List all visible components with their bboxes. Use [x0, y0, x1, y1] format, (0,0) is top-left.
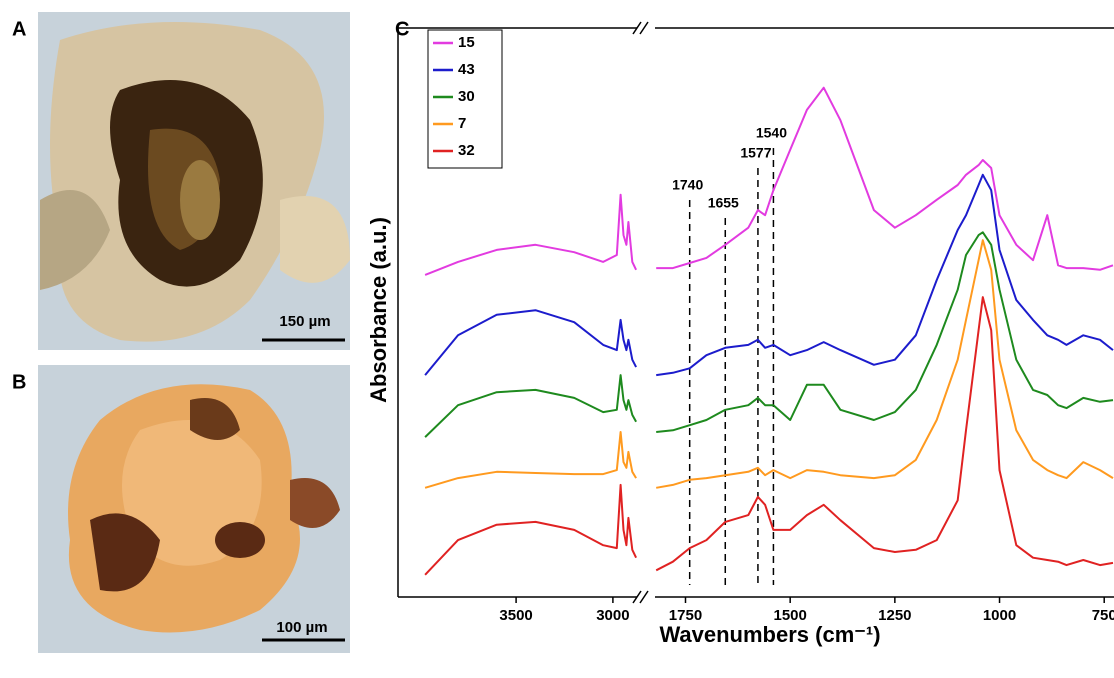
spectrum-line — [425, 297, 1113, 575]
spectrum-line — [425, 240, 1113, 488]
legend-label: 15 — [458, 34, 475, 51]
micrograph-b — [38, 365, 350, 653]
x-tick-label: 1500 — [773, 607, 806, 624]
spectrum-line — [425, 88, 1113, 275]
x-tick-label: 3000 — [596, 607, 629, 624]
reference-label: 1655 — [708, 195, 739, 211]
plot-frame — [398, 22, 1114, 603]
x-tick-label: 1250 — [878, 607, 911, 624]
legend-label: 32 — [458, 142, 475, 159]
scale-bar-label: 150 µm — [279, 313, 330, 330]
legend-label: 43 — [458, 61, 475, 78]
y-axis-title: Absorbance (a.u.) — [366, 217, 391, 403]
panel-label: B — [12, 371, 26, 393]
micrograph-a — [38, 12, 350, 350]
x-tick-label: 750 — [1092, 607, 1114, 624]
legend-label: 7 — [458, 115, 466, 132]
reference-label: 1740 — [672, 177, 703, 193]
panel-label: C — [395, 18, 409, 40]
x-tick-label: 1750 — [669, 607, 702, 624]
x-tick-label: 3500 — [499, 607, 532, 624]
x-tick-label: 1000 — [983, 607, 1016, 624]
legend-label: 30 — [458, 88, 475, 105]
reference-label: 1540 — [756, 125, 787, 141]
panel-label: A — [12, 18, 26, 40]
reference-label: 1577 — [740, 145, 771, 161]
x-axis-title: Wavenumbers (cm⁻¹) — [659, 622, 880, 647]
scale-bar-label: 100 µm — [276, 619, 327, 636]
figure: A B 150 µm 100 µm C Wavenumbers (cm⁻¹) A… — [0, 0, 1114, 673]
page: A B 150 µm 100 µm C Wavenumbers (cm⁻¹) A… — [0, 0, 1114, 678]
